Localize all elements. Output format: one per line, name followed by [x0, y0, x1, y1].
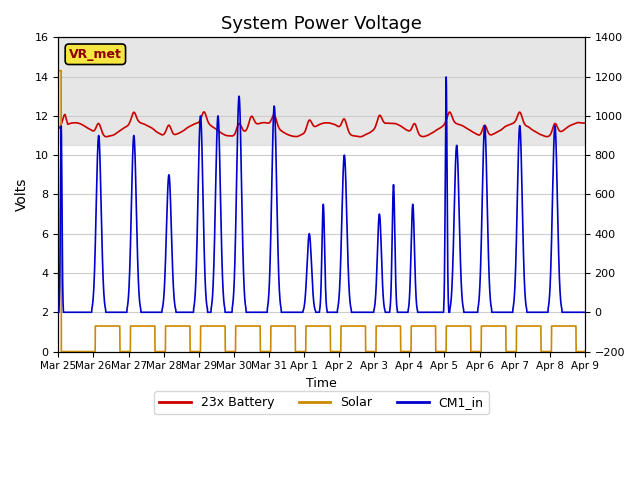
Title: System Power Voltage: System Power Voltage: [221, 15, 422, 33]
Text: VR_met: VR_met: [69, 48, 122, 61]
Bar: [58, 37, 585, 145]
X-axis label: Time: Time: [306, 377, 337, 390]
Y-axis label: Volts: Volts: [15, 178, 29, 211]
Legend: 23x Battery, Solar, CM1_in: 23x Battery, Solar, CM1_in: [154, 391, 489, 414]
